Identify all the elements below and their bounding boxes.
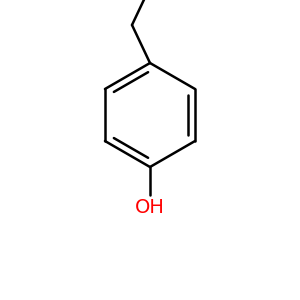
Text: OH: OH bbox=[135, 198, 165, 217]
